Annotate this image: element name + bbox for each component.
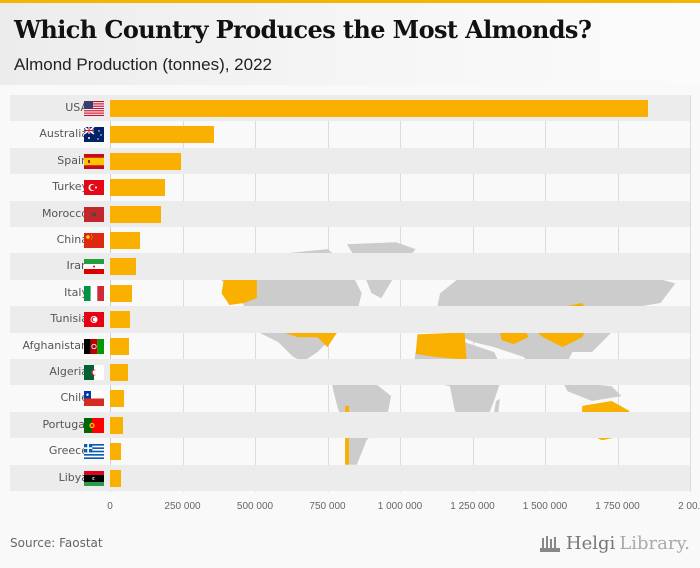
- country-label: Morocco: [41, 206, 88, 220]
- bar[interactable]: [110, 100, 648, 117]
- country-label: Portugal: [42, 417, 88, 431]
- bar[interactable]: [110, 232, 140, 249]
- chart-title: Which Country Produces the Most Almonds?: [14, 15, 592, 44]
- country-label: Chile: [60, 391, 88, 405]
- country-label: USA: [65, 101, 88, 114]
- libya-flag-icon: [84, 470, 104, 486]
- bar[interactable]: [110, 205, 162, 223]
- bar-row-algeria: Algeria: [10, 359, 690, 386]
- bar-row-morocco: Morocco: [10, 200, 690, 227]
- country-label: Turkey: [52, 180, 88, 194]
- bar[interactable]: [110, 258, 137, 276]
- italy-flag-icon: [84, 285, 104, 301]
- china-flag-icon: [84, 233, 104, 248]
- bar[interactable]: [110, 311, 130, 329]
- bar-row-australia: Australia: [10, 121, 690, 147]
- x-axis-tick-label: 500 000: [236, 501, 274, 512]
- bar-row-china: China: [10, 227, 690, 253]
- bar-row-iran: Iran: [10, 253, 690, 280]
- bar-row-tunisia: Tunisia: [10, 306, 690, 333]
- country-label: Greece: [48, 444, 88, 458]
- usa-flag-icon: [84, 101, 104, 116]
- bar[interactable]: [110, 126, 215, 144]
- library-building-icon: [539, 535, 560, 552]
- australia-flag-icon: [84, 127, 104, 143]
- x-axis-tick-label: 250 000: [164, 501, 201, 512]
- country-label: Spain: [57, 153, 88, 167]
- x-axis-tick-label: 1 500 000: [522, 501, 568, 512]
- logo-text-main: Helgi: [565, 533, 616, 554]
- bar-row-usa: USA: [10, 95, 690, 122]
- helgi-library-logo[interactable]: Helgi Library.: [538, 533, 690, 554]
- morocco-flag-icon: [84, 206, 104, 222]
- algeria-flag-icon: [84, 365, 104, 380]
- x-axis-tick-label: 1 000 000: [377, 501, 423, 512]
- afghanistan-flag-icon: [84, 338, 104, 354]
- chart-subtitle: Almond Production (tonnes), 2022: [14, 55, 272, 74]
- bar-row-libya: Libya: [10, 464, 690, 491]
- x-axis-tick-label: 750 000: [309, 501, 346, 512]
- greece-flag-icon: [84, 444, 104, 460]
- x-axis-tick-label: 1 750 000: [595, 501, 640, 512]
- bar[interactable]: [110, 152, 182, 170]
- gridline: [400, 95, 401, 492]
- tunisia-flag-icon: [84, 312, 104, 328]
- spain-flag-icon: [84, 153, 104, 169]
- x-axis-tick-label: 2 00...: [678, 501, 700, 512]
- bar-row-turkey: Turkey: [10, 174, 690, 200]
- bar-row-chile: Chile: [10, 385, 690, 411]
- country-label: Algeria: [49, 365, 88, 378]
- x-axis-tick-label: 1 250 000: [450, 501, 495, 512]
- bar[interactable]: [110, 284, 133, 302]
- chile-flag-icon: [84, 391, 104, 407]
- bar-chart: USA Australia Spain Turkey Morocco China Iran I…: [10, 95, 690, 492]
- country-label: Iran: [66, 259, 88, 273]
- bar[interactable]: [110, 364, 128, 381]
- bar[interactable]: [110, 179, 166, 197]
- bar-row-afghanistan: Afghanistan: [10, 333, 690, 359]
- turkey-flag-icon: [84, 180, 104, 196]
- bar[interactable]: [110, 390, 124, 408]
- bar[interactable]: [110, 443, 122, 461]
- gridline: [690, 95, 691, 492]
- bar-row-portugal: Portugal: [10, 411, 690, 439]
- bar-row-spain: Spain: [10, 147, 690, 175]
- country-label: Italy: [64, 285, 88, 299]
- country-label: Tunisia: [50, 312, 88, 326]
- country-label: Libya: [58, 470, 88, 484]
- logo-text-suffix: Library.: [619, 533, 690, 554]
- bar-row-italy: Italy: [10, 280, 690, 306]
- country-label: Australia: [39, 127, 88, 141]
- x-axis-tick-label: 0: [107, 501, 113, 512]
- top-accent-bar: [0, 0, 700, 3]
- bar-row-greece: Greece: [10, 438, 690, 464]
- chart-header: Which Country Produces the Most Almonds?…: [0, 3, 700, 85]
- gridline: [182, 95, 184, 492]
- source-note: Source: Faostat: [10, 536, 103, 550]
- bar[interactable]: [110, 469, 122, 487]
- bar[interactable]: [110, 337, 129, 355]
- iran-flag-icon: [84, 259, 104, 275]
- country-label: China: [56, 233, 88, 246]
- bar[interactable]: [110, 416, 124, 434]
- portugal-flag-icon: [84, 417, 104, 433]
- country-label: Afghanistan: [22, 338, 88, 352]
